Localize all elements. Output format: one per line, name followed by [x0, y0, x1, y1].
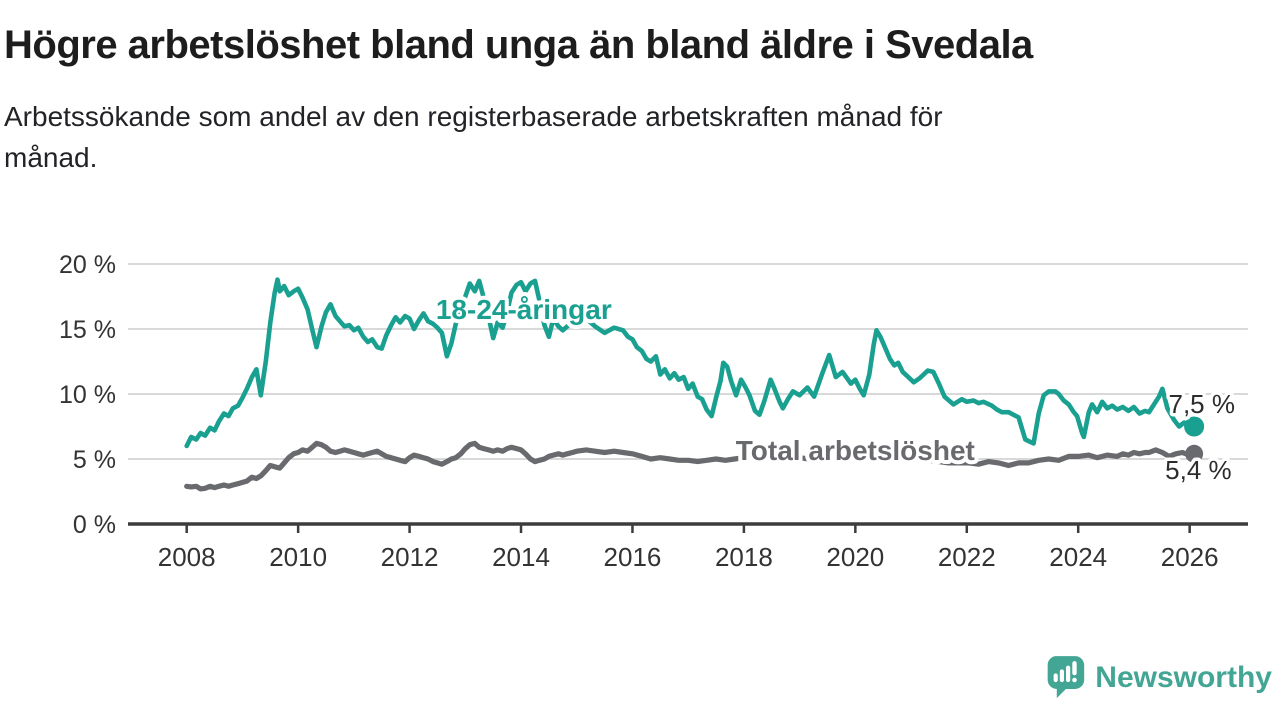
y-tick-label-5: 5 %: [73, 446, 116, 474]
series-label-total: Total arbetslöshet: [736, 435, 975, 466]
unemployment-line-chart: 2008 2010 2012 2014 2016 2018 2020 2022 2024 2026…: [0, 240, 1280, 580]
x-tick-label-2016: 2016: [604, 542, 662, 572]
subtitle-line-1: Arbetssökande som andel av den registerb…: [4, 101, 943, 132]
page-title: Högre arbetslöshet bland unga än bland ä…: [4, 23, 1033, 67]
y-tick-label-0: 0 %: [73, 511, 116, 539]
newsworthy-logo-text: Newsworthy: [1095, 661, 1272, 694]
series-line-total: [184, 440, 1197, 492]
end-value-label-total: 5,4 %: [1165, 455, 1232, 485]
page-subtitle: Arbetssökande som andel av den registerb…: [4, 96, 1250, 178]
newsworthy-logo[interactable]: Newsworthy: [1044, 654, 1272, 702]
x-tick-label-2008: 2008: [158, 542, 216, 572]
end-value-label-youth: 7,5 %: [1168, 389, 1235, 419]
x-tick-label-2010: 2010: [269, 542, 327, 572]
series-label-youth: 18-24-åringar: [436, 294, 612, 325]
line-chart-svg: 2008 2010 2012 2014 2016 2018 2020 2022 2024 2026…: [59, 251, 1248, 572]
series-end-dot-youth: [1184, 416, 1205, 437]
x-tick-label-2020: 2020: [826, 542, 884, 572]
x-tick-label-2024: 2024: [1049, 542, 1107, 572]
x-tick-label-2026: 2026: [1161, 542, 1219, 572]
bar-chart-speech-bubble-icon: [1047, 656, 1085, 699]
subtitle-line-2: månad.: [4, 142, 98, 173]
y-tick-label-15: 15 %: [59, 316, 116, 344]
x-tick-label-2022: 2022: [938, 542, 996, 572]
x-tick-label-2014: 2014: [492, 542, 550, 572]
y-tick-label-10: 10 %: [59, 381, 116, 409]
series-line-youth: [184, 277, 1197, 449]
x-tick-label-2018: 2018: [715, 542, 773, 572]
x-tick-label-2012: 2012: [381, 542, 439, 572]
y-tick-label-20: 20 %: [59, 251, 116, 279]
series-end-dot-total: [1185, 444, 1204, 463]
